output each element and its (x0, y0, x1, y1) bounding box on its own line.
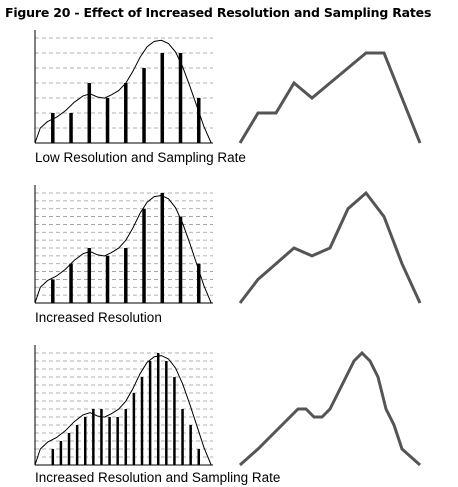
panel-1-sample-bar (105, 98, 110, 143)
panel-2-sample-bar (105, 255, 110, 303)
panel-1-sample-bar (142, 68, 146, 143)
panel-3-sample-bar (148, 361, 152, 465)
panel-1-sample-bar (87, 83, 92, 143)
panel-1-caption: Low Resolution and Sampling Rate (35, 150, 246, 165)
panel-1-sample-bar (51, 113, 55, 143)
panel-3-sample-bar (108, 417, 111, 465)
panel-3-sample-bar (116, 417, 119, 465)
panel-3-sample-bar (132, 393, 136, 465)
panel-1-sample-bar (124, 83, 128, 143)
panel-3-sample-bar (156, 353, 160, 465)
panel-3-sample-bar (83, 417, 87, 465)
panel-3-sample-bar (173, 377, 176, 465)
panel-1-sample-bar (160, 53, 165, 143)
panel-3-sample-bar (51, 449, 55, 465)
panel-2-sample-bar (197, 263, 201, 303)
panel-2-sample-bar (69, 263, 73, 303)
panel-2-sample-bar (160, 193, 165, 303)
panel-3-sample-bar (75, 425, 79, 465)
panel-1-sample-bar (69, 113, 73, 143)
panel-2-sample-bar (142, 208, 146, 303)
panel-2-caption: Increased Resolution (35, 310, 162, 325)
panel-3-analog-curve (34, 355, 212, 466)
panel-2-sample-bar (87, 248, 92, 303)
panel-3-sample-bar (124, 409, 128, 465)
panel-2-sample-bar (51, 279, 55, 303)
panel-3-sample-bar (140, 377, 144, 465)
panel-3-caption: Increased Resolution and Sampling Rate (35, 470, 281, 485)
panel-2-sample-bar (124, 248, 128, 303)
panel-3-sample-bar (59, 441, 63, 465)
panel-3-sample-bar (67, 433, 71, 465)
panel-3-sample-bar (197, 449, 201, 465)
figure-title: Figure 20 - Effect of Increased Resoluti… (5, 5, 432, 20)
panel-2-sample-bar (178, 216, 183, 303)
panel-3-sample-bar (100, 409, 103, 465)
panel-3-sample-bar (181, 409, 184, 465)
panel-2-analog-curve (34, 194, 212, 304)
panel-1-reconstructed-signal (238, 51, 422, 144)
panel-2-reconstructed-signal (238, 190, 422, 304)
panel-1-sample-bar (197, 98, 201, 143)
panel-3-reconstructed-signal (239, 350, 421, 467)
panel-3-sample-bar (165, 361, 168, 465)
panel-1-analog-curve (34, 39, 212, 144)
panel-1-sample-bar (178, 53, 183, 143)
panel-3-sample-bar (92, 409, 95, 465)
panel-3-sample-bar (189, 425, 192, 465)
